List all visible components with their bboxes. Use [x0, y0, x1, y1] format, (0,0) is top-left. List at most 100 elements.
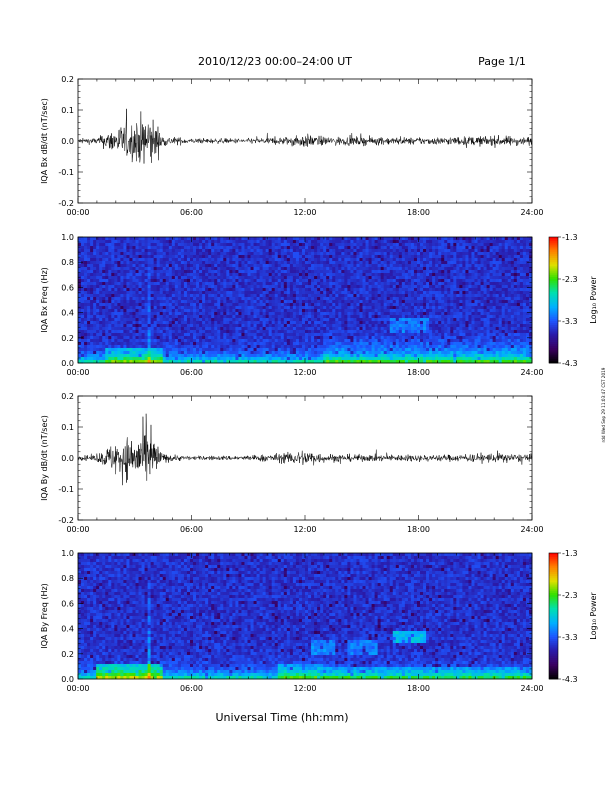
bx-spectrogram-cell	[126, 276, 129, 279]
bx-spectrogram-cell	[266, 333, 269, 336]
bx-spectrogram-cell	[99, 330, 102, 333]
bx-spectrogram-cell	[217, 240, 220, 243]
bx-spectrogram-cell	[257, 324, 260, 327]
bx-spectrogram-cell	[202, 306, 205, 309]
bx-spectrogram-cell	[241, 348, 244, 351]
bx-spectrogram-cell	[314, 240, 317, 243]
bx-spectrogram-cell	[139, 351, 142, 354]
bx-spectrogram-cell	[247, 318, 250, 321]
bx-spectrogram-cell	[235, 354, 238, 357]
bx-spectrogram-cell	[111, 336, 114, 339]
bx-spectrogram-cell	[266, 327, 269, 330]
bx-spectrogram-cell	[272, 240, 275, 243]
bx-spectrogram-cell	[114, 342, 117, 345]
bx-spectrogram-cell	[335, 282, 338, 285]
bx-dbdt-ytick-label: 0.2	[61, 75, 74, 84]
bx-spectrogram-cell	[375, 306, 378, 309]
bx-spectrogram-cell	[363, 294, 366, 297]
bx-spectrogram-cell	[408, 309, 411, 312]
bx-spectrogram-cell	[408, 324, 411, 327]
bx-spectrogram-cell	[350, 294, 353, 297]
bx-spectrogram-cell	[366, 255, 369, 258]
bx-spectrogram-cell	[359, 294, 362, 297]
bx-spectrogram-cell	[211, 330, 214, 333]
bx-spectrogram-cell	[378, 318, 381, 321]
bx-spectrogram-cell	[160, 249, 163, 252]
bx-spectrogram-cell	[366, 318, 369, 321]
bx-spectrogram-cell	[154, 258, 157, 261]
bx-spectrogram-cell	[284, 237, 287, 240]
bx-spectrogram-cell	[142, 315, 145, 318]
bx-spectrogram-cell	[423, 321, 426, 324]
bx-spectrogram-cell	[305, 270, 308, 273]
bx-spectrogram-cell	[220, 279, 223, 282]
bx-spectrogram-cell	[129, 249, 132, 252]
bx-spectrogram-cell	[278, 336, 281, 339]
bx-spectrogram-cell	[269, 315, 272, 318]
bx-spectrogram-cell	[329, 348, 332, 351]
bx-spectrogram-cell	[323, 270, 326, 273]
bx-spectrogram-cell	[390, 285, 393, 288]
bx-spectrogram-cell	[229, 261, 232, 264]
bx-spectrogram-cell	[338, 273, 341, 276]
bx-spectrogram-cell	[344, 258, 347, 261]
bx-spectrogram-cell	[338, 255, 341, 258]
bx-spectrogram-cell	[190, 276, 193, 279]
bx-spectrogram-cell	[254, 336, 257, 339]
bx-spectrogram-cell	[129, 357, 132, 360]
bx-spectrogram-cell	[366, 270, 369, 273]
bx-spectrogram-cell	[366, 273, 369, 276]
bx-spectrogram-cell	[93, 312, 96, 315]
bx-spectrogram-cell	[293, 285, 296, 288]
bx-spectrogram-cell	[384, 261, 387, 264]
bx-spectrogram-cell	[335, 348, 338, 351]
bx-spectrogram-cell	[81, 318, 84, 321]
bx-spectrogram-cell	[402, 294, 405, 297]
bx-spectrogram-cell	[372, 294, 375, 297]
bx-spectrogram-cell	[238, 264, 241, 267]
bx-spectrogram-cell	[196, 312, 199, 315]
bx-spectrogram-cell	[350, 264, 353, 267]
bx-spectrogram-cell	[251, 279, 254, 282]
bx-spectrogram-cell	[399, 240, 402, 243]
bx-spectrogram-cell	[335, 270, 338, 273]
bx-spectrogram-cell	[160, 327, 163, 330]
bx-spectrogram-cell	[420, 276, 423, 279]
bx-spectrogram-cell	[99, 276, 102, 279]
bx-spectrogram-cell	[384, 243, 387, 246]
bx-spectrogram-cell	[223, 288, 226, 291]
bx-spectrogram-cell	[193, 264, 196, 267]
bx-spectrogram-cell	[205, 327, 208, 330]
bx-spectrogram-cell	[263, 357, 266, 360]
bx-spectrogram-cell	[396, 261, 399, 264]
bx-spectrogram-cell	[263, 255, 266, 258]
bx-spectrogram-cell	[136, 282, 139, 285]
bx-spectrogram-cell	[263, 294, 266, 297]
bx-spectrogram-cell	[93, 297, 96, 300]
bx-spectrogram-cell	[353, 357, 356, 360]
bx-spectrogram-cell	[229, 330, 232, 333]
bx-spectrogram-cell	[142, 255, 145, 258]
bx-spectrogram-cell	[299, 282, 302, 285]
bx-spectrogram-cell	[272, 321, 275, 324]
bx-spectrogram-cell	[329, 330, 332, 333]
bx-spectrogram-cell	[96, 312, 99, 315]
bx-spectrogram-cell	[226, 315, 229, 318]
bx-spectrogram-cell	[308, 282, 311, 285]
bx-spectrogram-cell	[241, 309, 244, 312]
bx-spectrogram-cell	[375, 354, 378, 357]
bx-spectrogram-cell	[208, 273, 211, 276]
bx-spectrogram-cell	[90, 291, 93, 294]
bx-spectrogram-cell	[287, 306, 290, 309]
bx-spectrogram-cell	[139, 345, 142, 348]
bx-spectrogram-cell	[338, 309, 341, 312]
bx-spectrogram-cell	[199, 258, 202, 261]
bx-spectrogram-cell	[220, 336, 223, 339]
bx-spectrogram-cell	[411, 273, 414, 276]
bx-spectrogram-cell	[278, 324, 281, 327]
bx-spectrogram-cell	[293, 309, 296, 312]
bx-spectrogram-cell	[247, 246, 250, 249]
bx-spectrogram-cell	[93, 282, 96, 285]
bx-spectrogram-cell	[241, 300, 244, 303]
bx-spectrogram-cell	[263, 291, 266, 294]
